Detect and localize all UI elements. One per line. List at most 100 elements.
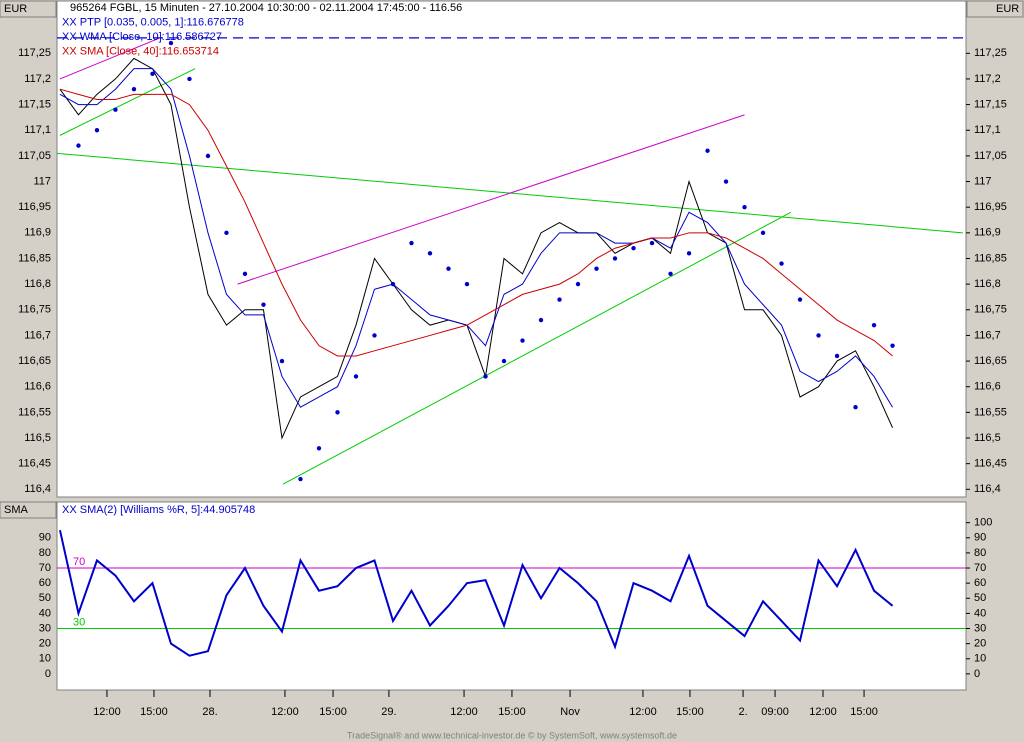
ptp-dot — [464, 281, 470, 287]
y-tick-label: 117,05 — [18, 150, 51, 162]
right-axis-header — [966, 0, 1024, 18]
y-tick-label: 60 — [974, 577, 986, 589]
ptp-dot — [723, 179, 729, 184]
y-tick-label: 116,95 — [974, 201, 1007, 213]
ptp-dot — [298, 476, 303, 482]
ptp-dot — [131, 87, 137, 92]
series-line — [58, 530, 894, 657]
x-tick-label: 2. — [738, 706, 747, 718]
x-tick-label: 15:00 — [676, 706, 704, 718]
x-tick-label: 15:00 — [850, 706, 878, 718]
legend-entry: XX SMA [Close, 40]:116.653714 — [62, 45, 219, 57]
y-tick-label: 116,8 — [974, 278, 1001, 290]
ptp-dot — [631, 246, 636, 251]
y-tick-label: 117,15 — [18, 98, 51, 110]
ptp-dot — [890, 343, 895, 348]
y-tick-label: 70 — [39, 562, 51, 574]
y-tick-label: 116,6 — [24, 381, 51, 393]
y-tick-label: 100 — [974, 517, 992, 529]
ptp-dot — [668, 271, 673, 277]
y-tick-label: 117,15 — [974, 98, 1007, 110]
y-tick-label: 80 — [974, 547, 986, 559]
y-tick-label: 116,55 — [974, 406, 1007, 418]
y-tick-label: 117 — [33, 175, 51, 187]
y-tick-label: 10 — [974, 653, 986, 665]
ptp-dot — [612, 256, 618, 261]
y-tick-label: 20 — [974, 638, 986, 650]
x-tick-label: 12:00 — [271, 706, 299, 718]
ptp-dot — [261, 302, 266, 307]
y-tick-label: 30 — [974, 622, 986, 634]
y-tick-label: 40 — [39, 607, 51, 619]
y-tick-label: 40 — [974, 607, 986, 619]
indicator-panel — [56, 501, 967, 691]
ptp-dot — [705, 148, 710, 153]
trend-line — [59, 68, 196, 136]
y-tick-label: 0 — [45, 668, 51, 680]
x-tick-label: 15:00 — [498, 706, 526, 718]
y-tick-label: 90 — [974, 532, 986, 544]
ptp-dot — [742, 204, 747, 210]
y-tick-label: 116,7 — [974, 329, 1001, 341]
y-tick-label: 116,75 — [18, 304, 51, 316]
y-tick-label: 90 — [39, 532, 51, 544]
y-tick-label: 50 — [39, 592, 51, 604]
y-tick-label: 116,7 — [24, 329, 51, 341]
y-tick-label: 117 — [974, 175, 992, 187]
level-label: 30 — [73, 616, 85, 628]
y-tick-label: 116,95 — [18, 201, 51, 213]
y-tick-label: 116,55 — [18, 406, 51, 418]
footer: TradeSignal® and www.technical-investor.… — [347, 730, 677, 740]
ptp-dot — [760, 230, 766, 236]
x-tick-label: 28. — [202, 706, 217, 718]
y-tick-label: 116,8 — [24, 278, 51, 290]
ptp-dot — [76, 143, 81, 148]
y-tick-label: 117,1 — [24, 124, 51, 136]
right-axis-label: EUR — [996, 3, 1019, 15]
ptp-dot — [520, 338, 525, 343]
x-tick-label: 09:00 — [761, 706, 789, 718]
ptp-dot — [575, 281, 581, 287]
ptp-dot — [372, 333, 377, 338]
x-tick-label: Nov — [560, 706, 580, 718]
price-panel — [56, 0, 967, 498]
y-tick-label: 70 — [974, 562, 986, 574]
ptp-dot — [409, 240, 414, 246]
y-tick-label: 116,45 — [18, 458, 51, 470]
ptp-dot — [483, 374, 488, 379]
left-axis-label: EUR — [4, 3, 27, 15]
ptp-dot — [353, 374, 359, 379]
ptp-dot — [686, 251, 692, 256]
ptp-dot — [649, 240, 655, 246]
y-tick-label: 30 — [39, 622, 51, 634]
y-tick-label: 60 — [39, 577, 51, 589]
trend-line — [282, 211, 792, 485]
ptp-dot — [446, 266, 451, 271]
y-tick-label: 117,25 — [974, 47, 1007, 59]
ptp-dot — [94, 128, 100, 133]
y-tick-label: 50 — [974, 592, 986, 604]
y-tick-label: 116,85 — [974, 252, 1007, 264]
y-tick-label: 117,2 — [974, 73, 1001, 85]
y-tick-label: 116,75 — [974, 304, 1007, 316]
ptp-dot — [557, 297, 562, 302]
x-tick-label: 12:00 — [93, 706, 121, 718]
y-tick-label: 20 — [39, 638, 51, 650]
ptp-dot — [853, 405, 858, 410]
ptp-dot — [816, 333, 821, 338]
y-tick-label: 117,1 — [974, 124, 1001, 136]
y-tick-label: 116,4 — [24, 483, 51, 495]
trend-line — [237, 114, 745, 285]
ptp-dot — [501, 358, 507, 364]
y-tick-label: 117,2 — [24, 73, 51, 85]
x-tick-label: 15:00 — [319, 706, 347, 718]
y-tick-label: 116,45 — [974, 458, 1007, 470]
left-axis-header — [0, 0, 57, 18]
trend-line — [59, 37, 161, 80]
ptp-dot — [871, 322, 877, 328]
y-tick-label: 116,6 — [974, 381, 1001, 393]
y-tick-label: 10 — [39, 653, 51, 665]
y-tick-label: 116,5 — [974, 432, 1001, 444]
x-tick-label: 12:00 — [629, 706, 657, 718]
